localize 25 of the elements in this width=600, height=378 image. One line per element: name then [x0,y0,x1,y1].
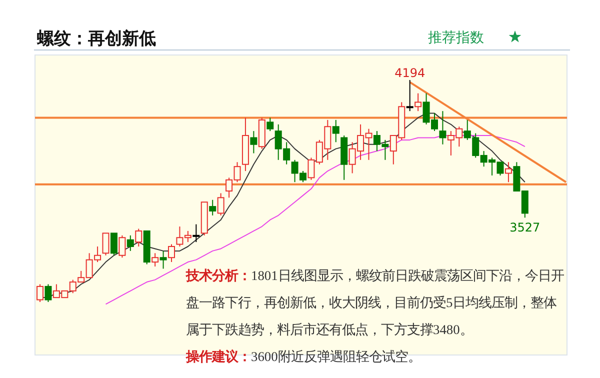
candlestick [152,252,159,267]
candlestick [414,92,422,112]
annotation: 技术分析：1801日线图显示，螺纹前日跌破震荡区间下沿，今日开盘一路下行，再创新低，收大阴线，目前仍受5日均线压制，整体属于下跌趋势，料后市还有低点，下方支撑3480。 [186,268,564,337]
annotation: 4194 [394,66,426,80]
candlestick [192,224,200,243]
annotation: 3527 [510,220,540,235]
candlestick [504,162,512,183]
candlestick [217,192,224,216]
chart-title: 螺纹：再创新低 [36,29,156,49]
candlestick [168,244,175,263]
candlestick [110,232,118,256]
text: 操作建议：3600附近反弹遇阻轻仓试空。 [186,349,421,364]
candlestick [135,228,142,247]
candlestick [332,119,340,143]
candlestick [250,130,258,154]
candlestick [209,199,216,216]
chart-subtitle: 推荐指数 [428,30,484,46]
candlestick [102,232,110,256]
candlestick [266,117,274,132]
candlestick [118,234,126,258]
candlestick [44,284,52,302]
candlestick [126,234,134,252]
candlestick [406,80,414,112]
candlestick [439,110,446,145]
candlestick [160,250,167,270]
